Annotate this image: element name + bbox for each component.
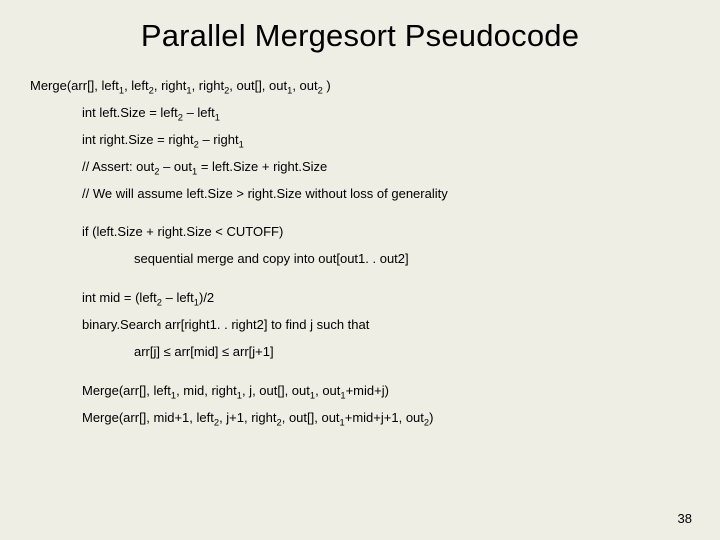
pseudocode-block: Merge(arr[], left1, left2, right1, right… [30,78,690,427]
line-merge2: Merge(arr[], mid+1, left2, j+1, right2, … [30,410,690,427]
line-signature: Merge(arr[], left1, left2, right1, right… [30,78,690,95]
line-cond: arr[j] ≤ arr[mid] ≤ arr[j+1] [30,344,690,361]
line-seq: sequential merge and copy into out[out1.… [30,251,690,268]
page-number: 38 [678,511,692,526]
line-merge1: Merge(arr[], left1, mid, right1, j, out[… [30,383,690,400]
slide: Parallel Mergesort Pseudocode Merge(arr[… [0,0,720,540]
line-bsearch: binary.Search arr[right1. . right2] to f… [30,317,690,334]
slide-title: Parallel Mergesort Pseudocode [30,18,690,54]
line-leftsize: int left.Size = left2 – left1 [30,105,690,122]
line-mid: int mid = (left2 – left1)/2 [30,290,690,307]
line-rightsize: int right.Size = right2 – right1 [30,132,690,149]
line-assert: // Assert: out2 – out1 = left.Size + rig… [30,159,690,176]
line-assume: // We will assume left.Size > right.Size… [30,186,690,203]
line-if: if (left.Size + right.Size < CUTOFF) [30,224,690,241]
